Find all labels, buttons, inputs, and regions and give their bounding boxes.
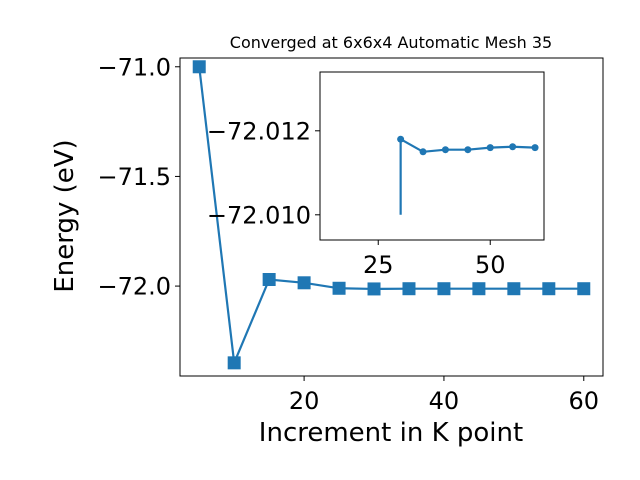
main-data-point [437, 282, 451, 296]
inset-x-tick-label: 50 [475, 251, 506, 279]
chart-title: Converged at 6x6x4 Automatic Mesh 35 [230, 33, 552, 52]
main-data-point [192, 60, 206, 74]
main-x-tick-label: 60 [568, 387, 599, 415]
main-x-tick-label: 40 [429, 387, 460, 415]
inset-data-point [441, 146, 449, 154]
main-data-point [507, 282, 521, 296]
main-data-point [367, 282, 381, 296]
x-axis-label: Increment in K point [259, 418, 523, 448]
inset-frame [319, 71, 545, 241]
inset-x-tick-label: 25 [363, 251, 394, 279]
inset-data-point [509, 143, 517, 151]
main-x-tick-label: 20 [289, 387, 320, 415]
inset-data-point [486, 144, 494, 152]
main-plot-area: 20 40 60 −71.0 −71.5 −72.0 [97, 53, 604, 415]
main-data-point [542, 282, 556, 296]
inset-data-point [419, 148, 427, 156]
inset-y-tick-label: −72.010 [207, 201, 311, 229]
y-axis-label: Energy (eV) [50, 139, 80, 292]
main-data-point [472, 282, 486, 296]
main-frame [179, 57, 604, 377]
inset-data-point [531, 144, 539, 152]
inset-y-tick-label: −72.012 [207, 117, 311, 145]
main-y-tick-label: −72.0 [97, 273, 171, 301]
main-data-point [297, 276, 311, 290]
main-y-tick-label: −71.0 [97, 53, 171, 81]
inset-data-point [464, 146, 472, 154]
inset-plot-area: 25 50 −72.012 −72.010 [207, 71, 545, 279]
main-data-point [402, 282, 416, 296]
main-data-point [227, 356, 241, 370]
main-data-point [577, 282, 591, 296]
main-y-tick-label: −71.5 [97, 163, 171, 191]
main-data-point [332, 281, 346, 295]
main-data-point [262, 273, 276, 287]
